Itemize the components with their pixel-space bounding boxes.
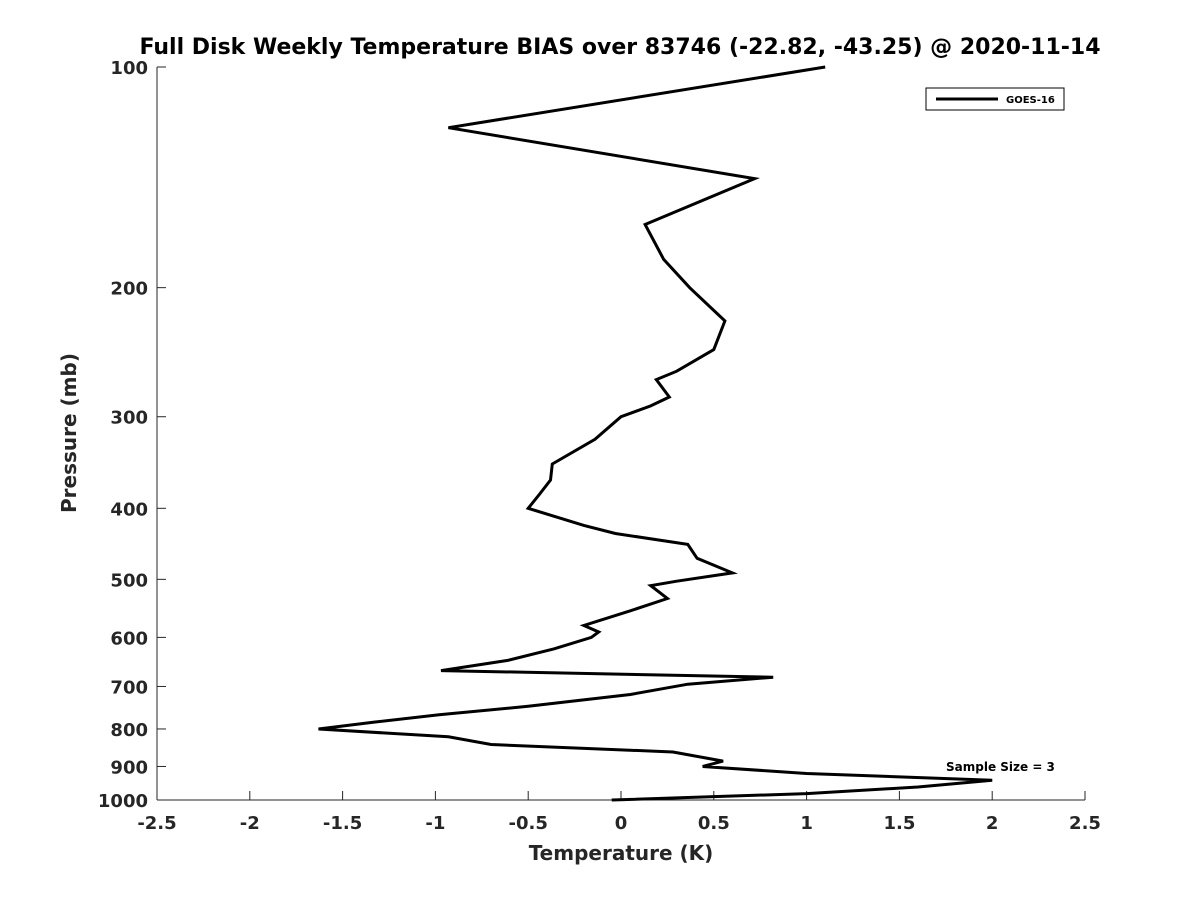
series-line-goes-16	[318, 65, 993, 802]
x-tick-label: 2.5	[1069, 813, 1101, 834]
x-tick-label: -2.5	[137, 813, 176, 834]
y-tick-label: 800	[110, 720, 148, 741]
x-tick-label: 1.5	[883, 813, 915, 834]
y-ticks: 100 200 300 400 500 600 700 800 900 1000	[98, 58, 166, 812]
y-tick-label: 900	[110, 757, 148, 778]
x-tick-label: 2	[986, 813, 999, 834]
y-axis-label: Pressure (mb)	[57, 353, 81, 513]
x-tick-label: -0.5	[509, 813, 548, 834]
legend: GOES-16	[925, 87, 1065, 111]
x-axis-label: Temperature (K)	[529, 841, 714, 865]
chart-title: Full Disk Weekly Temperature BIAS over 8…	[139, 35, 1100, 60]
y-tick-label: 600	[110, 628, 148, 649]
x-tick-label: 0.5	[698, 813, 730, 834]
x-tick-label: 1	[800, 813, 813, 834]
y-tick-label: 100	[110, 58, 148, 79]
series-layer	[318, 65, 993, 802]
x-tick-label: -1.5	[323, 813, 362, 834]
legend-label: GOES-16	[1006, 95, 1055, 106]
y-tick-label: 300	[110, 408, 148, 429]
sample-size-annotation: Sample Size = 3	[946, 760, 1055, 774]
x-ticks: -2.5 -2 -1.5 -1 -0.5 0 0.5 1 1.5 2 2.5	[137, 791, 1101, 834]
x-tick-label: -2	[240, 813, 260, 834]
y-tick-label: 700	[110, 677, 148, 698]
x-tick-label: 0	[615, 813, 628, 834]
y-tick-label: 1000	[98, 791, 148, 812]
y-tick-label: 200	[110, 279, 148, 300]
x-tick-label: -1	[425, 813, 445, 834]
y-tick-label: 500	[110, 570, 148, 591]
y-tick-label: 400	[110, 499, 148, 520]
